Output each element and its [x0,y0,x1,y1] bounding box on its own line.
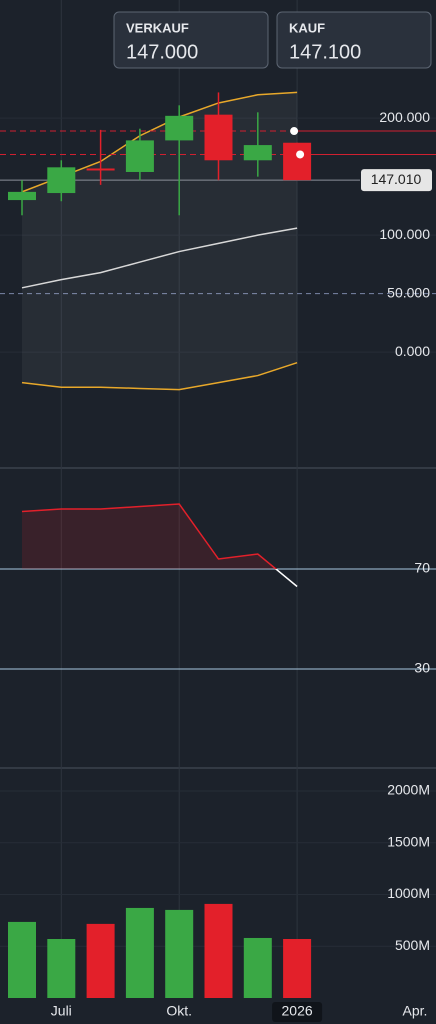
order-dot [296,150,305,159]
y-tick-label: 0.000 [395,343,430,359]
candle-body [47,167,76,194]
volume-bar [47,938,76,998]
volume-bar [283,938,312,998]
buy-label: KAUF [289,20,325,35]
y-tick-label: 50.000 [387,284,430,300]
y-tick-label: 70 [414,560,430,576]
indicator-line [21,227,298,289]
candle-body [125,140,154,172]
rsi-fill [22,504,298,569]
rsi-line [21,503,278,569]
sell-box[interactable] [113,11,269,69]
candle-body [283,142,312,181]
x-label-highlight [272,1002,323,1022]
y-tick-label: 1000M [387,885,430,901]
band-fill [22,92,298,390]
volume-bar [86,923,115,998]
volume-bar [204,903,233,998]
buy-price: 147.100 [289,41,361,63]
buy-box[interactable] [276,11,432,69]
last-price-box [361,169,432,192]
x-tick-label: Apr. [403,1003,428,1019]
candle-body [165,115,194,141]
last-price-label: 147.010 [371,171,422,187]
candle-body [86,168,115,171]
indicator-line [21,361,298,391]
x-tick-label: 2026 [282,1003,313,1019]
order-dot [290,127,299,136]
candle-body [8,191,36,201]
volume-bar [8,921,36,998]
x-tick-label: Juli [51,1003,72,1019]
candle-body [243,145,272,161]
volume-bar [243,937,272,998]
volume-bar [125,907,154,998]
sell-price: 147.000 [126,41,198,63]
y-tick-label: 200.000 [379,109,430,125]
y-tick-label: 100.000 [379,226,430,242]
y-tick-label: 500M [395,937,430,953]
x-tick-label: Okt. [166,1003,192,1019]
y-tick-label: 1500M [387,833,430,849]
volume-bar [165,909,194,998]
y-tick-label: 30 [414,660,430,676]
candle-body [204,114,233,161]
y-tick-label: 2000M [387,782,430,798]
sell-label: VERKAUF [126,20,189,35]
